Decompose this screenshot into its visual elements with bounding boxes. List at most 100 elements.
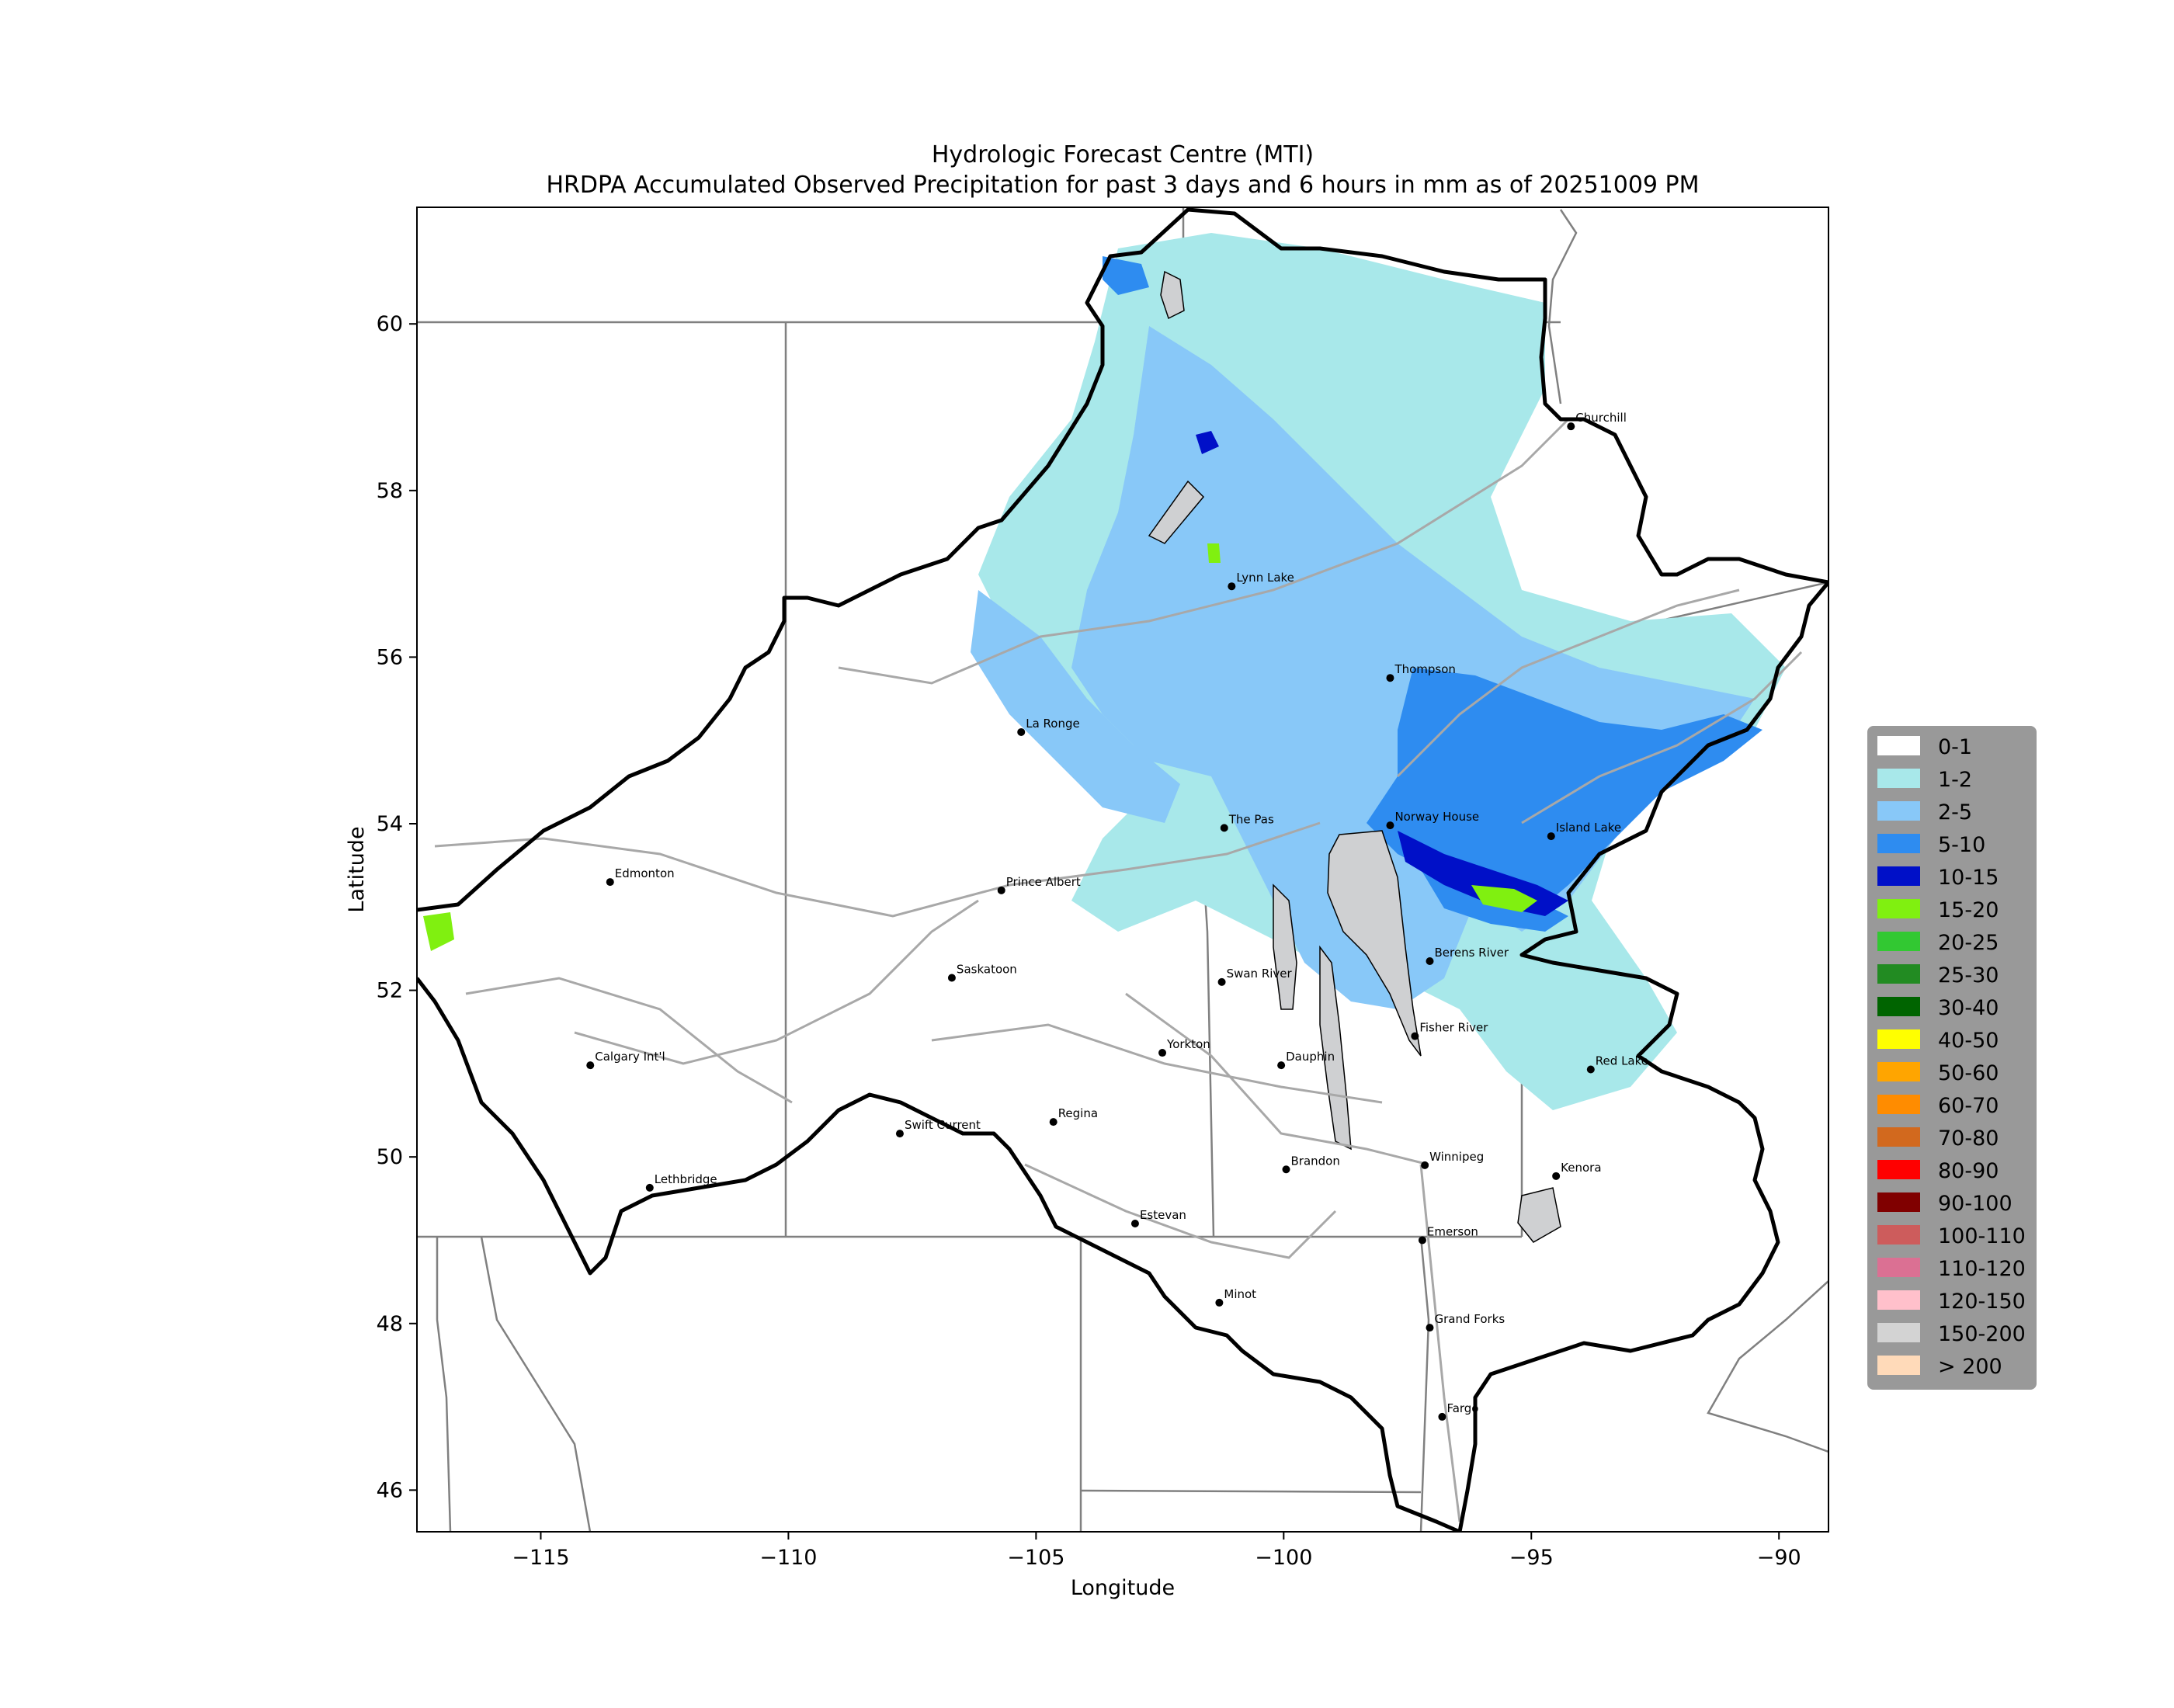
city-label: The Pas	[1228, 812, 1274, 826]
city-label: Island Lake	[1556, 821, 1621, 835]
city-label: Lethbridge	[655, 1172, 717, 1186]
legend-label: 70-80	[1938, 1127, 1999, 1151]
y-tick-label: 48	[377, 1312, 403, 1336]
city-dot	[1438, 1412, 1446, 1421]
legend-label: 150-200	[1938, 1322, 2026, 1346]
city-dot	[997, 886, 1005, 894]
city-dot	[606, 878, 614, 887]
city-dot	[1567, 422, 1575, 431]
lake-woods	[1517, 1187, 1561, 1243]
city-dot	[1586, 1065, 1595, 1074]
legend-label: 30-40	[1938, 996, 1999, 1020]
legend-label: 10-15	[1938, 866, 1999, 890]
city-dot	[1426, 957, 1434, 966]
x-tick-label: −90	[1757, 1546, 1801, 1570]
legend-swatch	[1877, 899, 1920, 918]
city-label: Minot	[1224, 1287, 1256, 1301]
city-dot	[1158, 1049, 1167, 1057]
border-hudson-bay	[1547, 209, 1578, 404]
city-dot	[1277, 1061, 1286, 1070]
figure-title: Hydrologic Forecast Centre (MTI)	[932, 141, 1314, 168]
city-label: Berens River	[1434, 946, 1509, 960]
y-tick-label: 60	[377, 312, 403, 336]
legend-swatch	[1877, 1127, 1920, 1147]
city-label: Fargo	[1446, 1401, 1478, 1415]
city-dot	[1386, 674, 1394, 682]
basin-outline	[417, 207, 1828, 1532]
border-us-west	[480, 1236, 592, 1532]
legend-label: 2-5	[1938, 800, 1972, 824]
city-dot	[1220, 824, 1228, 832]
x-tick-label: −95	[1509, 1546, 1554, 1570]
city-label: Churchill	[1575, 411, 1627, 425]
lake-reindeer	[1148, 480, 1205, 544]
legend-label: 80-90	[1938, 1159, 1999, 1183]
border-mn	[1419, 1236, 1430, 1532]
legend-label: 5-10	[1938, 833, 1985, 857]
river-souris	[1024, 1163, 1337, 1259]
city-label: Estevan	[1140, 1208, 1186, 1222]
city-dot	[1130, 1220, 1139, 1228]
city-dot	[1282, 1165, 1290, 1174]
legend: 0-1 1-2 2-5 5-10 10-15 15-20 20-25 25-30 30-40 40…	[1867, 726, 2037, 1390]
city-label: La Ronge	[1026, 717, 1080, 731]
city-label: Saskatoon	[957, 962, 1017, 976]
y-tick-label: 46	[377, 1478, 403, 1502]
legend-label: 0-1	[1938, 735, 1972, 759]
city-dot	[586, 1061, 595, 1070]
legend-label: 50-60	[1938, 1061, 1999, 1085]
precip-15-20-north	[1207, 543, 1221, 563]
city-dot	[1418, 1236, 1426, 1245]
city-dot	[1217, 977, 1226, 986]
y-tick-label: 54	[377, 812, 403, 836]
city-dot	[1421, 1161, 1429, 1169]
city-label: Brandon	[1291, 1154, 1340, 1168]
city-dot	[1411, 1032, 1419, 1040]
legend-swatch	[1877, 834, 1920, 853]
river-hayes	[1521, 651, 1803, 824]
city-label: Lynn Lake	[1236, 571, 1294, 585]
city-dot	[947, 974, 956, 982]
city-dot	[1049, 1118, 1057, 1127]
river-bow	[465, 977, 793, 1104]
legend-label: 15-20	[1938, 898, 1999, 922]
precip-15-20	[1471, 885, 1537, 912]
legend-swatch	[1877, 997, 1920, 1016]
lake-winnipegosis	[1273, 884, 1297, 1010]
legend-label: 40-50	[1938, 1029, 1999, 1053]
city-dot	[1386, 821, 1394, 830]
y-axis-ticks: 46 48 50 52 54 56 58 60	[377, 312, 417, 1502]
legend-swatch	[1877, 1356, 1920, 1375]
legend-background	[1867, 726, 2037, 1390]
city-label: Calgary Int'l	[595, 1050, 665, 1064]
river-nelson	[1396, 588, 1740, 778]
city-dot	[1426, 1324, 1434, 1332]
x-tick-label: −100	[1255, 1546, 1312, 1570]
legend-swatch	[1877, 1258, 1920, 1277]
legend-swatch	[1877, 1095, 1920, 1114]
legend-swatch	[1877, 1225, 1920, 1245]
city-label: Norway House	[1394, 810, 1479, 824]
river-churchill	[838, 418, 1570, 685]
city-label: Prince Albert	[1006, 875, 1081, 889]
legend-label: 90-100	[1938, 1192, 2013, 1216]
city-label: Red Lake	[1596, 1054, 1648, 1068]
lake-manitoba	[1319, 945, 1352, 1151]
rivers	[434, 418, 1803, 1522]
y-tick-label: 56	[377, 645, 403, 669]
precip-2-5-west	[971, 590, 1180, 823]
border-nd-sd	[1080, 1489, 1422, 1494]
legend-swatch	[1877, 932, 1920, 951]
city-label: Emerson	[1427, 1224, 1478, 1238]
precip-10-15-north	[1196, 431, 1219, 454]
border-id-mt	[436, 1237, 452, 1532]
y-axis-label: Latitude	[345, 826, 369, 912]
city-label: Swift Current	[905, 1118, 981, 1132]
river-south-saskatchewan	[574, 899, 979, 1065]
figure-subtitle: HRDPA Accumulated Observed Precipitation…	[546, 172, 1699, 199]
legend-label: 1-2	[1938, 768, 1972, 792]
city-label: Kenora	[1561, 1161, 1601, 1175]
legend-swatch	[1877, 1160, 1920, 1179]
city-dot	[895, 1130, 904, 1138]
legend-swatch	[1877, 1062, 1920, 1081]
